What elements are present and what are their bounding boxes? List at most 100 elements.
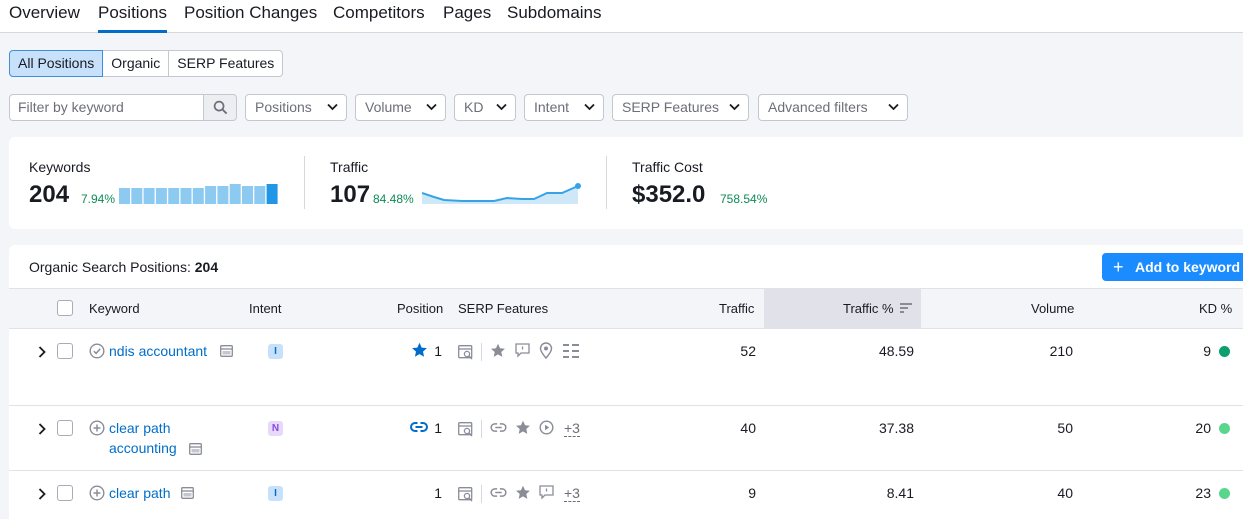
table-header: Keyword Intent Position SERP Features Tr… [9,288,1243,329]
keywords-trend-bar [192,188,204,204]
advanced-filters-dropdown-label: Advanced filters [768,99,868,115]
serp-snapshot-icon[interactable] [220,345,233,357]
position-type-switch: All Positions Organic SERP Features [9,50,284,77]
keywords-trend-bar [180,188,192,204]
traffic-value[interactable]: 107 [330,181,371,208]
divider [304,156,305,209]
col-intent[interactable]: Intent [249,301,282,316]
intent-dropdown[interactable]: Intent [524,94,604,121]
advanced-filters-dropdown[interactable]: Advanced filters [758,94,908,121]
col-volume[interactable]: Volume [1031,301,1075,316]
table-title: Organic Search Positions: 204 [29,259,218,275]
check-circle-icon [89,343,105,359]
chevron-right-icon[interactable] [38,488,46,500]
star-icon [412,342,427,357]
link-icon [490,423,507,432]
keywords-trend-bar [119,188,130,204]
serp-snapshot-icon[interactable] [458,487,474,502]
tab-overview[interactable]: Overview [9,3,80,22]
keywords-trend-bar [143,188,155,204]
more-serp-features-link[interactable]: +3 [564,485,580,502]
serp-features-dropdown[interactable]: SERP Features [612,94,749,121]
kd-dropdown[interactable]: KD [454,94,516,121]
row-checkbox[interactable] [57,485,73,501]
intent-badge[interactable]: I [268,486,283,501]
kd-difficulty-dot [1219,423,1230,434]
segment-all-positions[interactable]: All Positions [9,50,104,77]
tab-pages[interactable]: Pages [443,3,492,22]
serp-snapshot-icon[interactable] [458,345,474,360]
chevron-right-icon[interactable] [38,346,46,358]
traffic-pct-value: 48.59 [878,343,914,359]
volume-dropdown-label: Volume [365,99,412,115]
volume-value: 50 [1057,420,1073,436]
traffic-value: 9 [748,485,756,501]
table-row: clear path I 1 +3 9 8.41 40 23 [9,471,1243,519]
keywords-trend-bars [119,184,278,204]
tab-position-changes[interactable]: Position Changes [184,3,318,22]
keyword-filter-input[interactable]: Filter by keyword [9,94,204,121]
kd-difficulty-dot [1219,346,1230,357]
kd-value: 9 [1203,343,1211,359]
traffic-trend-sparkline [422,183,581,204]
chevron-down-icon [496,103,507,111]
position-value: 1 [434,420,442,436]
tab-subdomains[interactable]: Subdomains [507,3,602,22]
keywords-trend-bar [266,184,278,204]
col-kd[interactable]: KD % [1199,301,1233,316]
col-traffic-pct[interactable]: Traffic % [843,301,894,316]
video-play-icon [539,420,554,435]
intent-badge[interactable]: I [268,344,283,359]
row-checkbox[interactable] [57,343,73,359]
traffic-label: Traffic [330,159,369,175]
sort-descending-icon[interactable] [900,303,912,313]
select-all-checkbox[interactable] [57,300,73,316]
positions-dropdown-label: Positions [255,99,312,115]
link-icon [490,488,507,497]
col-keyword[interactable]: Keyword [89,301,140,316]
tab-positions[interactable]: Positions [98,3,167,33]
serp-snapshot-icon[interactable] [458,422,474,437]
intent-badge[interactable]: N [268,421,283,436]
table-count: 204 [194,259,219,275]
kd-difficulty-dot [1219,488,1230,499]
table-title-text: Organic Search Positions: [29,259,191,275]
col-serp-features[interactable]: SERP Features [458,301,549,316]
serp-snapshot-icon[interactable] [181,487,194,499]
search-button[interactable] [203,94,237,121]
col-traffic[interactable]: Traffic [719,301,755,316]
keywords-trend-bar [205,186,217,204]
keywords-value[interactable]: 204 [29,181,70,208]
tab-competitors[interactable]: Competitors [333,3,425,22]
segment-organic[interactable]: Organic [102,50,170,77]
col-position[interactable]: Position [397,301,444,316]
chevron-down-icon [729,103,740,111]
featured-star-icon [491,343,505,357]
keyword-link[interactable]: ndis accountant [109,343,208,359]
add-circle-icon[interactable] [89,485,105,501]
row-checkbox[interactable] [57,420,73,436]
keywords-trend-bar [242,186,253,204]
positions-dropdown[interactable]: Positions [245,94,347,121]
volume-dropdown[interactable]: Volume [355,94,446,121]
chevron-right-icon[interactable] [38,423,46,435]
keyword-link[interactable]: clear path [109,420,171,436]
more-serp-features-link[interactable]: +3 [564,420,580,437]
keyword-link[interactable]: clear path [109,485,171,501]
table-row: clear path accounting N 1 +3 40 37.38 50… [9,406,1243,471]
keyword-link-continued[interactable]: accounting [109,440,177,456]
add-to-keyword-label: Add to keyword [1135,259,1241,275]
segment-serp-features[interactable]: SERP Features [168,50,284,77]
keywords-trend-bar [229,184,241,204]
keywords-change: 7.94% [81,192,116,206]
traffic-cost-value[interactable]: $352.0 [632,181,706,208]
serp-snapshot-icon[interactable] [189,443,202,455]
divider [481,420,482,438]
kpi-summary-card: Keywords 204 7.94% Traffic 107 84.48% Tr… [9,137,1243,229]
chevron-down-icon [327,103,338,111]
keywords-label: Keywords [29,159,91,175]
reviews-icon [515,343,530,358]
add-circle-icon[interactable] [89,420,105,436]
add-to-keyword-button[interactable]: + Add to keyword [1102,253,1243,281]
traffic-cost-label: Traffic Cost [632,159,703,175]
